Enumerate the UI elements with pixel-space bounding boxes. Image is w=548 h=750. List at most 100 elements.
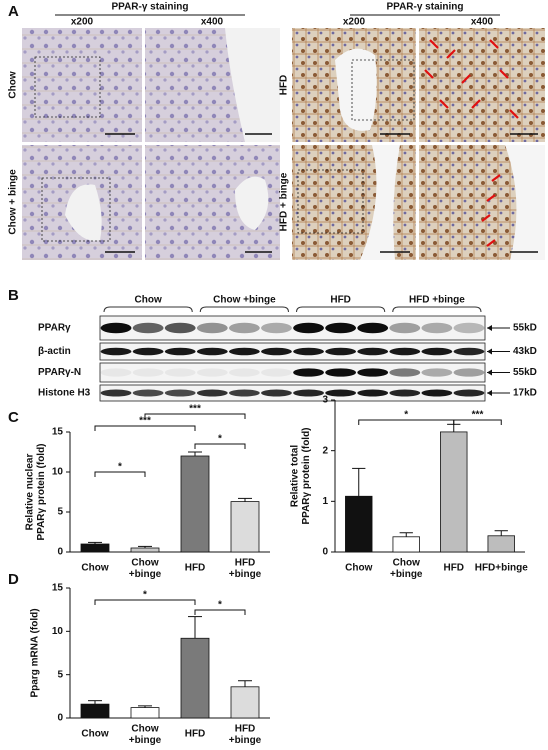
- blot-band: [293, 389, 324, 397]
- y-tick-label: 10: [52, 626, 64, 637]
- bar: [440, 431, 468, 553]
- blot-band: [421, 368, 453, 377]
- blot-band: [357, 322, 389, 334]
- bar: [180, 637, 210, 719]
- y-tick-label: 5: [57, 669, 63, 680]
- blot-band: [325, 389, 357, 397]
- blot-band: [293, 368, 324, 377]
- y-tick-label: 15: [52, 583, 64, 594]
- blot-band: [132, 322, 164, 334]
- vessel: [225, 28, 280, 142]
- significance-bracket: [453, 419, 502, 425]
- blot-arrowhead: [487, 369, 492, 376]
- blot-band: [421, 389, 453, 397]
- group-label: HFD: [330, 295, 351, 306]
- x-tick-label: Chow: [81, 729, 108, 740]
- x-tick-label: Chow: [345, 563, 372, 574]
- group-label: Chow: [135, 295, 162, 306]
- significance-bracket: [194, 443, 246, 449]
- blot-band: [421, 322, 453, 334]
- significance-bracket: [358, 419, 455, 425]
- magnification: x200: [343, 17, 366, 28]
- bar: [80, 543, 110, 553]
- staining-title: PPAR-γ staining: [111, 2, 188, 13]
- blot-band: [228, 389, 260, 397]
- significance-label: *: [143, 590, 147, 601]
- blot-row-label: Histone H3: [38, 388, 91, 399]
- panel-label: D: [8, 571, 19, 588]
- group-label: Chow +binge: [213, 295, 276, 306]
- group-brace: [296, 306, 386, 313]
- blot-band: [261, 368, 292, 377]
- row-label: Chow: [8, 71, 19, 98]
- blot-band: [421, 347, 453, 356]
- blot-arrowhead: [487, 348, 492, 355]
- significance-bracket: [94, 471, 146, 477]
- bar: [130, 547, 160, 553]
- y-tick-label: 10: [52, 467, 64, 478]
- significance-label: ***: [139, 416, 151, 427]
- y-tick-label: 3: [322, 395, 328, 406]
- blot-band: [228, 322, 260, 334]
- inset-box: [297, 169, 364, 234]
- row-label: HFD + binge: [279, 172, 290, 231]
- staining-panel: PPAR-γ staining PPAR-γ staining x200 x40…: [8, 2, 545, 260]
- blot-band: [293, 347, 324, 356]
- x-tick-label: Chow +binge: [390, 557, 423, 580]
- blot-band: [132, 347, 164, 356]
- y-axis-title: Pparg mRNA (fold): [30, 608, 41, 697]
- blot-band: [132, 389, 164, 397]
- bar: [130, 707, 160, 719]
- bar: [392, 536, 420, 553]
- y-axis-title: Relative totalPPARγ protein (fold): [289, 427, 312, 524]
- bar: [345, 495, 373, 553]
- y-tick-label: 0: [322, 547, 328, 558]
- blot-band: [357, 347, 389, 356]
- micrograph: [419, 28, 545, 142]
- blot-band: [389, 322, 421, 334]
- blot-band: [196, 322, 228, 334]
- significance-bracket: [194, 609, 246, 615]
- vessel: [360, 145, 400, 260]
- blot-band: [389, 368, 421, 377]
- group-label: HFD +binge: [409, 295, 465, 306]
- x-tick-label: HFD+binge: [229, 723, 262, 746]
- blot-strip: [99, 362, 486, 383]
- blot-arrowhead: [487, 390, 492, 396]
- blot-band: [325, 347, 357, 356]
- group-brace: [199, 306, 289, 313]
- blot-band: [164, 322, 196, 334]
- vessel: [335, 48, 377, 131]
- blot-size: 55kD: [513, 367, 537, 378]
- inset-box: [34, 56, 101, 118]
- blot-band: [389, 389, 421, 397]
- blot-row-label: β-actin: [38, 346, 71, 357]
- blot-band: [228, 368, 260, 377]
- x-tick-label: Chow: [81, 563, 108, 574]
- blot-band: [228, 347, 260, 356]
- magnification: x400: [201, 17, 224, 28]
- blot-band: [261, 322, 292, 334]
- panel-label: C: [8, 409, 19, 426]
- y-axis-title: Relative nuclearPPARγ protein (fold): [24, 443, 47, 540]
- magnification: x200: [71, 17, 94, 28]
- blot-band: [453, 368, 485, 377]
- blot-band: [100, 322, 132, 334]
- blot-band: [196, 389, 228, 397]
- blot-band: [389, 347, 421, 356]
- blot-arrowhead: [487, 325, 492, 331]
- x-tick-label: HFD: [443, 563, 464, 574]
- vessel: [235, 176, 269, 230]
- y-tick-label: 0: [57, 713, 63, 724]
- micrograph: [22, 28, 142, 142]
- blot-band: [261, 389, 292, 397]
- panel-label: B: [8, 287, 19, 304]
- y-tick-label: 1: [322, 496, 328, 507]
- x-tick-label: HFD: [185, 729, 206, 740]
- significance-label: ***: [472, 410, 484, 421]
- x-tick-label: HFD: [185, 563, 206, 574]
- bar: [80, 703, 110, 719]
- vessel: [65, 184, 102, 241]
- arrows: [424, 39, 519, 247]
